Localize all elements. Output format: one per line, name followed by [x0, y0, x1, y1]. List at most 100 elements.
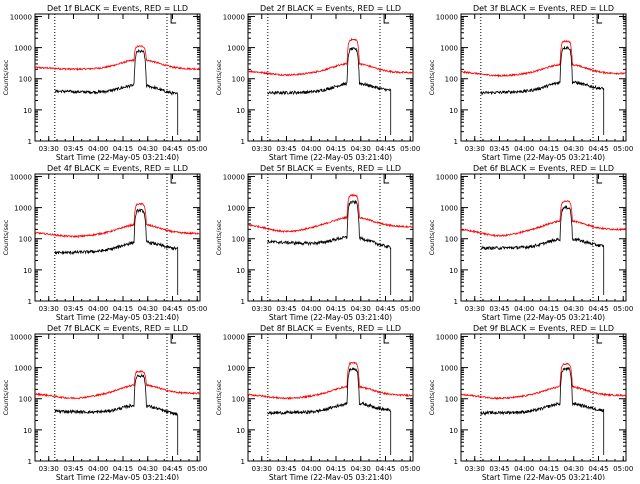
x-axis-label: Start Time (22-May-05 03:21:40) — [269, 153, 392, 162]
y-tick-label: 100 — [19, 76, 32, 84]
x-tick-label: 03:45 — [63, 145, 83, 153]
x-tick-label: 04:30 — [351, 305, 371, 313]
y-tick-label: 1 — [241, 298, 245, 306]
y-axis-label: Counts/sec — [215, 219, 223, 255]
plot-frame — [247, 13, 414, 142]
x-axis-label: Start Time (22-May-05 03:21:40) — [269, 473, 392, 480]
events-series-line — [480, 45, 605, 135]
x-tick-label: 03:45 — [276, 465, 296, 473]
x-tick-label: 05:00 — [187, 145, 207, 153]
panel-9: Det 9f BLACK = Events, RED = LLD 1 10 100 10… — [428, 324, 633, 482]
x-tick-label: 05:00 — [613, 465, 633, 473]
lld-series-line — [35, 370, 200, 400]
panel-title: Det 7f BLACK = Events, RED = LLD — [47, 324, 188, 333]
y-tick-label: 1 — [454, 298, 458, 306]
events-series-line — [480, 204, 605, 295]
x-tick-label: 03:30 — [39, 465, 59, 473]
y-tick-label: 1 — [28, 458, 32, 466]
panel-7: Det 7f BLACK = Events, RED = LLD 1 10 100 10… — [2, 324, 207, 482]
y-tick-label: 1 — [454, 458, 458, 466]
x-tick-label: 04:15 — [326, 145, 346, 153]
events-series-line — [267, 367, 392, 455]
x-tick-label: 04:00 — [301, 305, 321, 313]
x-tick-label: 04:00 — [88, 145, 108, 153]
x-tick-label: 04:15 — [113, 465, 133, 473]
time-marker — [383, 334, 390, 344]
x-tick-label: 04:00 — [514, 465, 534, 473]
x-axis-label: Start Time (22-May-05 03:21:40) — [482, 153, 605, 162]
x-tick-label: 03:30 — [39, 305, 59, 313]
time-marker — [170, 174, 177, 184]
y-tick-label: 1000 — [227, 365, 245, 373]
x-tick-label: 05:00 — [613, 145, 633, 153]
y-tick-label: 10 — [23, 107, 32, 115]
x-axis-label: Start Time (22-May-05 03:21:40) — [482, 473, 605, 480]
y-tick-label: 10 — [23, 267, 32, 275]
x-tick-label: 04:45 — [162, 305, 182, 313]
x-tick-label: 04:00 — [514, 305, 534, 313]
plot-frame — [247, 173, 414, 302]
y-tick-label: 1000 — [440, 365, 458, 373]
y-axis-label: Counts/sec — [2, 59, 10, 95]
lld-series-line — [35, 202, 200, 239]
x-tick-label: 04:15 — [539, 305, 559, 313]
y-tick-label: 1 — [454, 138, 458, 146]
plot-frame — [34, 173, 201, 302]
x-tick-label: 03:30 — [465, 305, 485, 313]
x-tick-label: 03:45 — [489, 145, 509, 153]
panel-title: Det 1f BLACK = Events, RED = LLD — [47, 4, 188, 13]
x-tick-label: 03:30 — [252, 465, 272, 473]
panel-1: Det 1f BLACK = Events, RED = LLD 1 10 100 10… — [2, 4, 207, 162]
y-tick-label: 100 — [232, 76, 245, 84]
y-tick-label: 100 — [19, 236, 32, 244]
panel-5: Det 5f BLACK = Events, RED = LLD 1 10 100 10… — [215, 164, 420, 322]
events-series-line — [480, 366, 605, 455]
x-tick-label: 04:45 — [162, 465, 182, 473]
x-tick-label: 03:45 — [276, 305, 296, 313]
x-axis-label: Start Time (22-May-05 03:21:40) — [56, 153, 179, 162]
y-tick-label: 10 — [236, 427, 245, 435]
y-tick-label: 10 — [236, 107, 245, 115]
y-tick-label: 1000 — [14, 365, 32, 373]
y-axis-label: Counts/sec — [215, 59, 223, 95]
x-tick-label: 03:45 — [63, 305, 83, 313]
x-axis-label: Start Time (22-May-05 03:21:40) — [269, 313, 392, 322]
y-tick-label: 1 — [28, 138, 32, 146]
time-marker — [170, 14, 177, 24]
x-tick-label: 03:45 — [276, 145, 296, 153]
x-tick-label: 05:00 — [187, 305, 207, 313]
x-tick-label: 04:15 — [326, 465, 346, 473]
time-marker — [170, 334, 177, 344]
x-tick-label: 05:00 — [400, 465, 420, 473]
y-tick-label: 10000 — [436, 333, 458, 341]
y-tick-label: 1 — [28, 298, 32, 306]
x-tick-label: 04:00 — [301, 465, 321, 473]
panel-3: Det 3f BLACK = Events, RED = LLD 1 10 100 10… — [428, 4, 633, 162]
y-axis-label: Counts/sec — [2, 219, 10, 255]
y-tick-label: 10000 — [10, 13, 32, 21]
y-tick-label: 1 — [241, 138, 245, 146]
plot-frame — [34, 13, 201, 142]
events-series-line — [54, 373, 179, 455]
lld-series-line — [461, 39, 626, 78]
y-tick-label: 10 — [236, 267, 245, 275]
x-tick-label: 04:45 — [588, 145, 608, 153]
x-tick-label: 04:45 — [375, 465, 395, 473]
x-tick-label: 04:30 — [138, 305, 158, 313]
x-tick-label: 04:45 — [162, 145, 182, 153]
x-tick-label: 03:30 — [252, 305, 272, 313]
x-tick-label: 05:00 — [400, 145, 420, 153]
y-tick-label: 100 — [445, 236, 458, 244]
panel-title: Det 6f BLACK = Events, RED = LLD — [473, 164, 614, 173]
lld-series-line — [461, 199, 626, 238]
x-tick-label: 04:15 — [113, 305, 133, 313]
y-tick-label: 1000 — [14, 45, 32, 53]
x-tick-label: 04:30 — [138, 145, 158, 153]
y-tick-label: 1000 — [227, 45, 245, 53]
panel-title: Det 2f BLACK = Events, RED = LLD — [260, 4, 401, 13]
lld-series-line — [461, 362, 626, 400]
y-tick-label: 10000 — [223, 333, 245, 341]
x-tick-label: 04:30 — [351, 145, 371, 153]
plot-frame — [247, 333, 414, 462]
